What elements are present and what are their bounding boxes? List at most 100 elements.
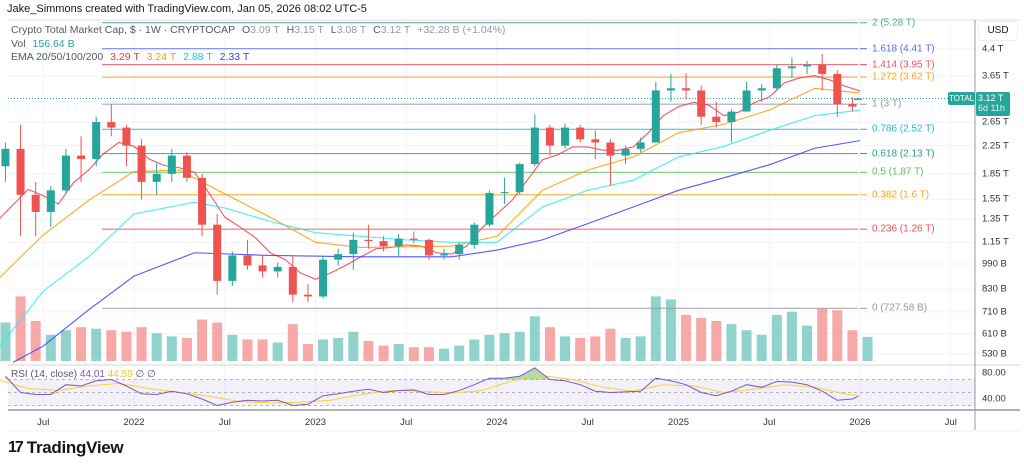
candle-body [213, 224, 222, 281]
ohlc-high: H3.15 T [287, 24, 324, 36]
symbol-legend[interactable]: Crypto Total Market Cap, $ · 1W · CRYPTO… [11, 24, 509, 36]
candle-body [198, 177, 207, 225]
volume-bar [665, 299, 676, 361]
volume-bar [378, 345, 389, 361]
time-tick-label: 2026 [849, 417, 871, 428]
volume-bar [711, 321, 722, 361]
rsi-legend[interactable]: RSI (14, close) 44.01 44.59 ∅ ∅ [11, 369, 156, 380]
ema-legend[interactable]: EMA 20/50/100/200 3.29 T 3.24 T 2.88 T 2… [11, 51, 253, 63]
candle-body [440, 254, 449, 256]
symbol-title: Crypto Total Market Cap, $ · 1W · CRYPTO… [11, 24, 236, 36]
candle-body [666, 88, 675, 91]
candle-body [712, 116, 721, 123]
rsi-panel [0, 367, 975, 407]
volume-bar [620, 337, 631, 361]
volume-bar [257, 339, 268, 361]
candle-body [485, 192, 494, 225]
time-tick-label: Jul [763, 417, 776, 428]
candle-body [803, 64, 812, 67]
time-tick-label: Jul [218, 417, 231, 428]
volume-bar [227, 334, 238, 361]
time-tick-label: Jul [37, 417, 50, 428]
candle-body [394, 238, 403, 247]
volume-bar [439, 348, 450, 361]
candle-body [61, 155, 70, 191]
fib-level-label: 0.236 (1.26 T) [872, 223, 935, 235]
ohlc-low: L3.08 T [331, 24, 366, 36]
candle-body [576, 127, 585, 140]
candle-body [818, 64, 827, 74]
fibonacci-retracement[interactable] [8, 22, 975, 309]
volume-bar [832, 310, 843, 361]
close-label: C [373, 24, 381, 36]
candle-body [409, 238, 418, 240]
candle-body [742, 90, 751, 112]
candle-body [500, 192, 509, 194]
candle-body [697, 90, 706, 117]
price-tick-label: 3.65 T [982, 70, 1009, 82]
high-value: 3.15 T [294, 24, 324, 36]
candle-body [258, 265, 267, 272]
candle-body [107, 122, 116, 128]
rsi-line [5, 367, 859, 407]
candle-body [833, 73, 842, 105]
ema100-line [0, 109, 861, 347]
price-tick-label: 990 B [982, 258, 1007, 270]
candle-body [46, 190, 55, 212]
ema200-value: 2.33 T [219, 51, 250, 63]
candlesticks [1, 53, 862, 303]
rsi-ma-value: 44.59 [107, 369, 133, 380]
candle-body [364, 239, 373, 242]
volume-legend[interactable]: Vol 156.64 B [11, 38, 79, 50]
volume-bar [166, 336, 177, 361]
rsi-value: 44.01 [79, 369, 105, 380]
ohlc-open: O3.09 T [242, 24, 280, 36]
volume-bar [212, 322, 223, 361]
tradingview-logo[interactable]: 17 TradingView [8, 438, 124, 458]
brand-name: TradingView [26, 438, 124, 457]
currency-button[interactable]: USD [978, 21, 1018, 41]
candle-body [273, 266, 282, 272]
close-value: 3.12 T [380, 24, 411, 36]
volume-bar [106, 330, 117, 361]
rsi-tick-label: 40.00 [982, 393, 1006, 405]
volume-label: Vol [11, 38, 26, 50]
volume-bar [847, 330, 858, 361]
panel-frame [8, 19, 1020, 432]
volume-bar [469, 339, 480, 361]
volume-bar [529, 316, 540, 361]
fib-level-label: 0.382 (1.6 T) [872, 189, 930, 201]
volume-bar [45, 334, 56, 361]
candle-body [137, 145, 146, 182]
volume-bar [771, 314, 782, 361]
volume-bar [817, 308, 828, 361]
candle-body [303, 294, 312, 297]
volume-bar [484, 334, 495, 361]
fib-level-label: 0.5 (1.87 T) [872, 166, 924, 178]
open-value: 3.09 T [250, 24, 280, 36]
volume-bar [181, 337, 192, 361]
ema20-line [0, 74, 861, 280]
volume-bars [0, 296, 873, 361]
volume-bar [499, 333, 510, 361]
rsi-label: RSI (14, close) [11, 369, 78, 380]
time-tick-label: Jul [581, 417, 594, 428]
time-tick-label: 2024 [486, 417, 508, 428]
fib-level-label: 1.272 (3.62 T) [872, 71, 935, 83]
candle-body [651, 90, 660, 143]
candle-body [243, 255, 252, 266]
volume-bar [454, 345, 465, 361]
candle-body [228, 255, 237, 281]
candle-body [152, 173, 161, 182]
volume-bar [0, 322, 11, 361]
candle-body [31, 194, 40, 212]
fib-level-label: 1.618 (4.41 T) [872, 43, 935, 55]
volume-bar [242, 339, 253, 361]
candle-body [182, 155, 191, 178]
price-tick-label: 610 B [982, 328, 1007, 340]
volume-bar [862, 336, 873, 361]
candle-body [682, 88, 691, 91]
volume-bar [15, 296, 26, 361]
fib-level-label: 1 (3 T) [872, 98, 902, 110]
